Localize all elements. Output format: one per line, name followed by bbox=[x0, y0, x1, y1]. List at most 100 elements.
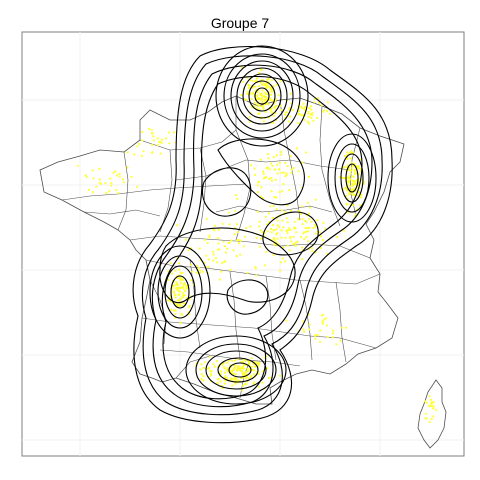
observation-point bbox=[229, 268, 232, 271]
observation-point bbox=[172, 290, 175, 293]
observation-point bbox=[210, 369, 213, 373]
observation-point bbox=[126, 151, 129, 154]
observation-point bbox=[358, 204, 362, 207]
observation-point bbox=[271, 111, 274, 114]
observation-point bbox=[151, 151, 154, 154]
observation-point bbox=[109, 177, 112, 180]
observation-point bbox=[177, 268, 180, 271]
observation-point bbox=[322, 221, 325, 224]
observation-point bbox=[85, 175, 88, 179]
observation-point bbox=[211, 250, 214, 253]
observation-point bbox=[202, 375, 205, 378]
observation-point bbox=[289, 209, 292, 212]
observation-point bbox=[350, 189, 353, 192]
observation-point bbox=[357, 191, 361, 194]
observation-point bbox=[224, 375, 227, 378]
observation-point bbox=[126, 166, 129, 169]
observation-point bbox=[301, 223, 304, 226]
observation-point bbox=[197, 266, 201, 269]
observation-point bbox=[136, 185, 139, 188]
observation-point bbox=[152, 139, 156, 142]
observation-point bbox=[314, 198, 317, 201]
observation-point bbox=[250, 97, 253, 100]
observation-point bbox=[170, 272, 174, 275]
observation-point bbox=[264, 215, 267, 218]
observation-point bbox=[214, 224, 217, 227]
observation-point bbox=[235, 194, 238, 197]
observation-point bbox=[351, 182, 354, 185]
observation-point bbox=[200, 363, 203, 366]
observation-point bbox=[114, 170, 117, 173]
observation-point bbox=[275, 208, 278, 211]
observation-point bbox=[241, 389, 244, 392]
observation-point bbox=[208, 236, 211, 239]
observation-point bbox=[343, 165, 346, 169]
observation-point bbox=[275, 98, 278, 101]
observation-point bbox=[265, 176, 268, 179]
observation-point bbox=[250, 365, 253, 368]
observation-point bbox=[308, 107, 311, 110]
observation-point bbox=[294, 227, 297, 230]
observation-point bbox=[310, 105, 313, 108]
observation-point bbox=[257, 180, 260, 183]
observation-point bbox=[212, 363, 215, 366]
observation-point bbox=[176, 284, 179, 287]
observation-point bbox=[314, 223, 317, 227]
observation-point bbox=[252, 373, 255, 376]
observation-point bbox=[308, 175, 311, 178]
observation-point bbox=[168, 131, 171, 134]
observation-point bbox=[278, 161, 281, 164]
observation-point bbox=[276, 172, 279, 175]
observation-point bbox=[213, 229, 216, 232]
observation-point bbox=[280, 171, 283, 174]
observation-point bbox=[147, 127, 151, 130]
observation-point bbox=[357, 165, 360, 168]
observation-point bbox=[181, 271, 184, 274]
observation-point bbox=[360, 193, 363, 196]
observation-point bbox=[292, 108, 295, 112]
observation-point bbox=[182, 302, 185, 305]
observation-point bbox=[308, 206, 312, 209]
observation-point bbox=[223, 245, 227, 248]
observation-point bbox=[263, 82, 266, 85]
observation-point bbox=[221, 363, 224, 366]
observation-point bbox=[348, 180, 351, 183]
observation-point bbox=[305, 236, 308, 239]
observation-point bbox=[216, 261, 219, 264]
observation-point bbox=[289, 235, 292, 238]
observation-point bbox=[268, 168, 271, 171]
observation-point bbox=[265, 86, 268, 89]
observation-point bbox=[285, 319, 288, 322]
observation-point bbox=[167, 299, 170, 302]
observation-point bbox=[271, 91, 274, 94]
observation-point bbox=[207, 258, 210, 261]
observation-point bbox=[321, 322, 324, 325]
observation-point bbox=[237, 242, 241, 245]
observation-point bbox=[287, 227, 290, 230]
observation-point bbox=[199, 368, 202, 371]
observation-point bbox=[307, 110, 310, 113]
observation-point bbox=[302, 102, 305, 105]
observation-point bbox=[262, 177, 265, 180]
observation-point bbox=[292, 235, 295, 238]
observation-point bbox=[174, 287, 177, 290]
observation-point bbox=[343, 176, 346, 180]
observation-point bbox=[253, 101, 256, 104]
observation-point bbox=[329, 112, 332, 115]
observation-point bbox=[348, 185, 351, 188]
observation-point bbox=[173, 294, 176, 297]
observation-point bbox=[265, 96, 268, 99]
observation-point bbox=[319, 329, 322, 332]
observation-point bbox=[434, 408, 437, 411]
observation-point bbox=[248, 116, 251, 119]
observation-point bbox=[178, 299, 181, 302]
observation-point bbox=[274, 105, 277, 108]
observation-point bbox=[297, 170, 300, 173]
observation-point bbox=[246, 367, 249, 370]
observation-point bbox=[432, 415, 435, 418]
observation-point bbox=[256, 184, 259, 187]
observation-point bbox=[311, 249, 314, 253]
observation-point bbox=[290, 240, 293, 243]
observation-point bbox=[160, 138, 164, 141]
observation-point bbox=[177, 293, 180, 296]
